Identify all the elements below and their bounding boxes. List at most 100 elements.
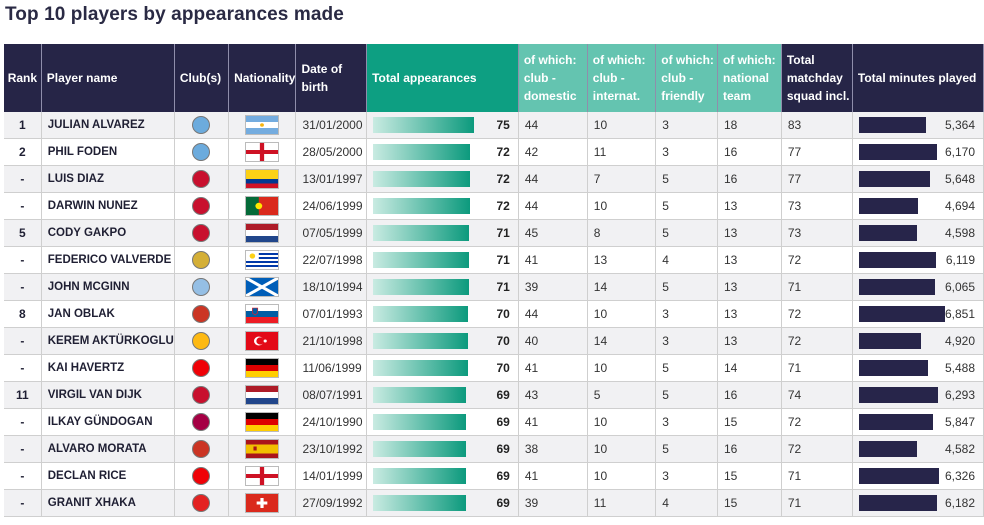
switzerland-flag-icon xyxy=(245,493,280,513)
header-dob[interactable]: Date of birth xyxy=(295,44,368,112)
rank-cell: - xyxy=(4,192,42,220)
portugal-flag-icon xyxy=(245,196,280,216)
total-appearances-bar xyxy=(373,495,467,511)
total-appearances-bar xyxy=(373,225,470,241)
table-row[interactable]: 11 VIRGIL VAN DIJK 08/07/1991 69 43 5 5 16 74 6,2… xyxy=(4,381,984,409)
club-domestic-cell: 44 xyxy=(518,192,588,220)
matchday-squad-cell: 72 xyxy=(781,435,853,463)
nationality-cell xyxy=(228,408,297,436)
dob-cell: 18/10/1994 xyxy=(295,273,368,301)
minutes-played-cell: 6,851 xyxy=(852,300,984,328)
table-row[interactable]: - GRANIT XHAKA 27/09/1992 69 39 11 4 15 71 6,182 xyxy=(4,489,984,517)
header-minutes-played[interactable]: Total minutes played xyxy=(852,44,984,112)
header-rank[interactable]: Rank xyxy=(4,44,42,112)
total-appearances-bar-container: 71 xyxy=(373,247,517,273)
table-row[interactable]: - FEDERICO VALVERDE 22/07/1998 71 41 13 4 13 72 6… xyxy=(4,246,984,274)
minutes-played-value: 6,065 xyxy=(944,280,975,294)
header-club-internat[interactable]: of which: club - internat. xyxy=(587,44,657,112)
dob-cell: 24/06/1999 xyxy=(295,192,368,220)
table-row[interactable]: 1 JULIAN ALVAREZ 31/01/2000 75 44 10 3 18 83 5,36… xyxy=(4,112,984,139)
minutes-played-bar xyxy=(858,333,921,349)
table-row[interactable]: 8 JAN OBLAK 07/01/1993 70 44 10 3 13 72 6,851 xyxy=(4,300,984,328)
player-name-cell: KAI HAVERTZ xyxy=(41,354,175,382)
club-friendly-cell: 3 xyxy=(655,300,718,328)
minutes-played-bar xyxy=(858,387,938,403)
national-team-cell: 18 xyxy=(717,112,782,139)
club-friendly-cell: 5 xyxy=(655,273,718,301)
national-team-cell: 13 xyxy=(717,273,782,301)
total-appearances-value: 69 xyxy=(496,388,510,402)
total-appearances-bar-container: 72 xyxy=(373,166,517,192)
header-total-appearances[interactable]: Total appearances xyxy=(366,44,519,112)
rank-cell: - xyxy=(4,165,42,193)
total-appearances-cell: 71 xyxy=(366,246,519,274)
minutes-played-value: 5,648 xyxy=(944,172,975,186)
table-row[interactable]: - KAI HAVERTZ 11/06/1999 70 41 10 5 14 71 5,488 xyxy=(4,354,984,382)
total-appearances-bar xyxy=(373,198,471,214)
table-row[interactable]: - DARWIN NUNEZ 24/06/1999 72 44 10 5 13 73 4,694 xyxy=(4,192,984,220)
table-row[interactable]: - DECLAN RICE 14/01/1999 69 41 10 3 15 71 6,326 xyxy=(4,462,984,490)
total-appearances-bar xyxy=(373,171,471,187)
matchday-squad-cell: 73 xyxy=(781,219,853,247)
club-domestic-cell: 41 xyxy=(518,462,588,490)
header-club[interactable]: Club(s) xyxy=(174,44,230,112)
table-row[interactable]: 5 CODY GAKPO 07/05/1999 71 45 8 5 13 73 4,598 xyxy=(4,219,984,247)
minutes-played-cell: 5,488 xyxy=(852,354,984,382)
matchday-squad-cell: 73 xyxy=(781,192,853,220)
club-internat-cell: 7 xyxy=(587,165,657,193)
total-appearances-value: 69 xyxy=(496,496,510,510)
minutes-played-value: 6,293 xyxy=(944,388,975,402)
nationality-cell xyxy=(228,489,297,517)
header-club-domestic[interactable]: of which: club - domestic xyxy=(518,44,588,112)
minutes-played-value: 5,488 xyxy=(944,361,975,375)
header-player[interactable]: Player name xyxy=(41,44,175,112)
club-friendly-cell: 5 xyxy=(655,435,718,463)
club-cell xyxy=(174,112,230,139)
club-friendly-cell: 5 xyxy=(655,192,718,220)
club-cell xyxy=(174,462,230,490)
table-row[interactable]: - LUIS DIAZ 13/01/1997 72 44 7 5 16 77 5,648 xyxy=(4,165,984,193)
total-appearances-cell: 71 xyxy=(366,273,519,301)
club-crest-icon xyxy=(192,413,211,431)
club-crest-icon xyxy=(192,116,211,134)
club-internat-cell: 10 xyxy=(587,462,657,490)
matchday-squad-cell: 72 xyxy=(781,246,853,274)
matchday-squad-cell: 71 xyxy=(781,462,853,490)
header-nationality[interactable]: Nationality xyxy=(228,44,297,112)
total-appearances-value: 70 xyxy=(496,307,510,321)
club-cell xyxy=(174,408,230,436)
argentina-flag-icon xyxy=(245,115,280,135)
header-matchday-squad[interactable]: Total matchday squad incl. xyxy=(781,44,853,112)
header-club-friendly[interactable]: of which: club - friendly xyxy=(655,44,718,112)
minutes-played-value: 5,364 xyxy=(944,118,975,132)
minutes-played-cell: 6,293 xyxy=(852,381,984,409)
minutes-played-cell: 6,065 xyxy=(852,273,984,301)
header-national-team[interactable]: of which: national team xyxy=(717,44,782,112)
total-appearances-bar-container: 75 xyxy=(373,112,517,138)
national-team-cell: 15 xyxy=(717,462,782,490)
table-row[interactable]: 2 PHIL FODEN 28/05/2000 72 42 11 3 16 77 6,170 xyxy=(4,138,984,166)
club-cell xyxy=(174,327,230,355)
turkey-flag-icon xyxy=(245,331,280,351)
total-appearances-bar-container: 71 xyxy=(373,274,517,300)
club-crest-icon xyxy=(192,467,211,485)
club-domestic-cell: 44 xyxy=(518,112,588,139)
minutes-bar-container: 6,065 xyxy=(858,274,983,300)
netherlands-flag-icon xyxy=(245,223,280,243)
matchday-squad-cell: 83 xyxy=(781,112,853,139)
table-row[interactable]: - ILKAY GÜNDOGAN 24/10/1990 69 41 10 3 15 72 5,84… xyxy=(4,408,984,436)
table-row[interactable]: - JOHN MCGINN 18/10/1994 71 39 14 5 13 71 6,065 xyxy=(4,273,984,301)
national-team-cell: 13 xyxy=(717,192,782,220)
rank-cell: - xyxy=(4,435,42,463)
total-appearances-value: 72 xyxy=(496,199,510,213)
club-friendly-cell: 3 xyxy=(655,327,718,355)
minutes-bar-container: 5,648 xyxy=(858,166,983,192)
player-name-cell: KEREM AKTÜRKOGLU xyxy=(41,327,175,355)
total-appearances-bar-container: 69 xyxy=(373,409,517,435)
minutes-played-cell: 4,598 xyxy=(852,219,984,247)
table-row[interactable]: - KEREM AKTÜRKOGLU 21/10/1998 70 40 14 3 13 72 4,… xyxy=(4,327,984,355)
club-internat-cell: 10 xyxy=(587,192,657,220)
table-row[interactable]: - ALVARO MORATA 23/10/1992 69 38 10 5 16 72 4,582 xyxy=(4,435,984,463)
total-appearances-bar-container: 69 xyxy=(373,463,517,489)
club-internat-cell: 10 xyxy=(587,408,657,436)
